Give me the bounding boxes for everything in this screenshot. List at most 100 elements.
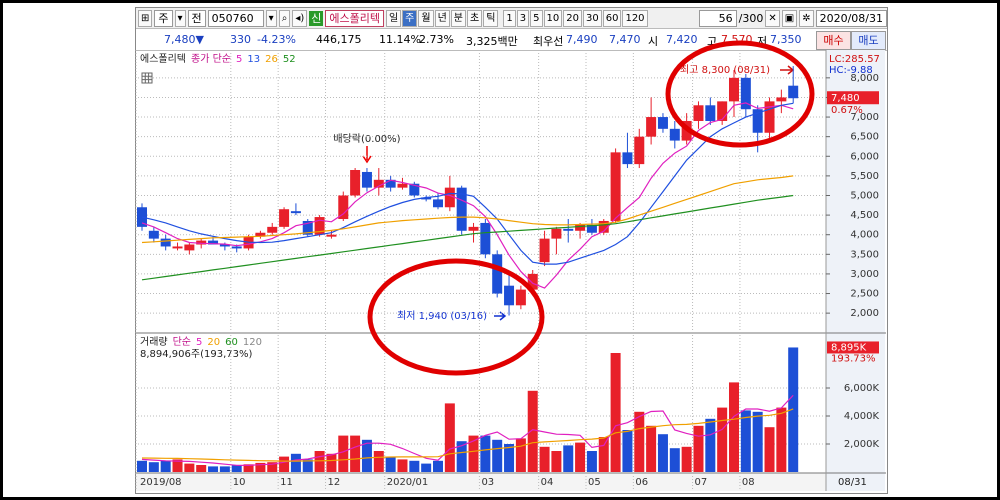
candle-body	[669, 128, 680, 141]
y-tick-label: 7,000	[850, 112, 879, 123]
volume-bar	[456, 441, 467, 472]
legend-entry: 5	[196, 337, 202, 348]
legend-entry: 120	[243, 337, 262, 348]
count-input[interactable]: 56	[698, 9, 737, 27]
candle-body	[433, 199, 443, 208]
y-tick-label: 8,000	[850, 73, 879, 84]
period-button[interactable]: 분	[450, 9, 466, 27]
y-tick-label: 3,500	[850, 249, 879, 260]
candle-body	[279, 209, 290, 227]
prev-select[interactable]: 전	[187, 9, 206, 27]
period-button[interactable]: 틱	[483, 9, 499, 27]
sound-icon[interactable]: ◂)	[292, 9, 308, 27]
volume-bar	[504, 443, 515, 472]
search-icon[interactable]: ⌕	[278, 9, 291, 27]
interval-button[interactable]: 30	[582, 9, 602, 27]
candle-body	[326, 234, 337, 237]
volume-bar	[717, 407, 728, 472]
candle-body	[646, 117, 657, 137]
code-input[interactable]: 050760	[207, 9, 264, 27]
y-tick-label: 2,000	[850, 308, 879, 319]
interval-button[interactable]: 60	[602, 9, 622, 27]
x-tick-label: 10	[233, 477, 246, 488]
volume-bar	[539, 446, 550, 472]
sell-button[interactable]: 매도	[851, 31, 886, 50]
ma-line	[141, 408, 794, 462]
candle-body	[515, 289, 526, 306]
menu-select[interactable]: 주	[154, 9, 173, 27]
layout-icon[interactable]: ⊞	[138, 9, 153, 27]
volume-bar	[196, 464, 207, 472]
candle-body	[137, 207, 147, 227]
legend-entry: 26	[265, 54, 278, 65]
legend-entry: 거래량	[140, 336, 168, 348]
candle-body	[788, 85, 799, 99]
period-button[interactable]: 년	[434, 9, 450, 27]
candle-body	[208, 240, 219, 245]
settings-icon[interactable]: ✲	[799, 9, 814, 27]
ma-line	[141, 194, 794, 281]
volume-bar	[326, 453, 337, 472]
quote-field: 최우선	[533, 35, 564, 48]
price-marker-label: 7,480	[831, 93, 860, 104]
interval-button[interactable]: 20	[563, 9, 582, 27]
dropdown[interactable]: ▾	[174, 9, 186, 27]
axis-info: HC:-9.88	[829, 65, 873, 76]
date-input[interactable]: 2020/08/31	[815, 9, 887, 27]
period-button[interactable]: 일	[385, 9, 402, 27]
y-tick-label: 6,500	[850, 132, 879, 143]
candle-body	[717, 101, 728, 121]
candle-body	[160, 238, 171, 247]
save-icon[interactable]: ▣	[781, 9, 798, 27]
volume-bar	[433, 460, 443, 472]
candle-body	[444, 187, 455, 208]
ma-line	[141, 175, 794, 244]
legend-entry: 에스폴리텍	[140, 53, 186, 65]
period-button[interactable]: 주	[402, 9, 418, 27]
annotation-arrow	[780, 65, 795, 75]
x-tick-label: 12	[328, 477, 341, 488]
interval-button[interactable]: 120	[622, 9, 648, 27]
y-tick-label: 6,000K	[844, 383, 880, 394]
y-tick-label: 5,000	[850, 190, 879, 201]
candle-body	[610, 152, 621, 221]
volume-marker-label: 8,895K	[831, 342, 867, 353]
volume-bar	[184, 463, 195, 472]
quote-field: 7,480▼	[164, 33, 204, 46]
x-tick-label: 05	[588, 477, 601, 488]
buy-button[interactable]: 매수	[816, 31, 851, 50]
candle-body	[598, 220, 609, 233]
volume-bar	[622, 429, 633, 472]
interval-button[interactable]: 10	[543, 9, 563, 27]
candle-body	[409, 183, 420, 196]
interval-button[interactable]: 5	[530, 9, 543, 27]
candle-body	[492, 254, 503, 294]
candle-body	[184, 244, 195, 251]
y-tick-label: 2,000K	[844, 439, 880, 450]
volume-bar	[302, 459, 313, 472]
volume-bar	[527, 390, 538, 472]
volume-bar	[338, 435, 349, 472]
quote-field: 3,325백만	[466, 35, 518, 48]
ma-line	[141, 394, 794, 467]
x-tick-label: 11	[280, 477, 293, 488]
candle-body	[776, 97, 787, 102]
candle-body	[338, 195, 349, 220]
period-button[interactable]: 초	[466, 9, 483, 27]
interval-button[interactable]: 3	[516, 9, 530, 27]
badge: 신	[309, 10, 324, 26]
volume-bar	[492, 439, 503, 472]
dropdown[interactable]: ▾	[265, 9, 277, 27]
volume-bar	[231, 464, 242, 472]
candle-body	[634, 136, 645, 165]
legend-entry: 52	[283, 54, 296, 65]
interval-button[interactable]: 1	[503, 9, 516, 27]
tool-icon[interactable]: ✕	[765, 9, 780, 27]
volume-bar	[385, 456, 396, 472]
candle-body	[657, 117, 668, 129]
volume-bar	[172, 459, 183, 472]
period-button[interactable]: 월	[418, 9, 434, 27]
volume-bar	[219, 466, 230, 472]
